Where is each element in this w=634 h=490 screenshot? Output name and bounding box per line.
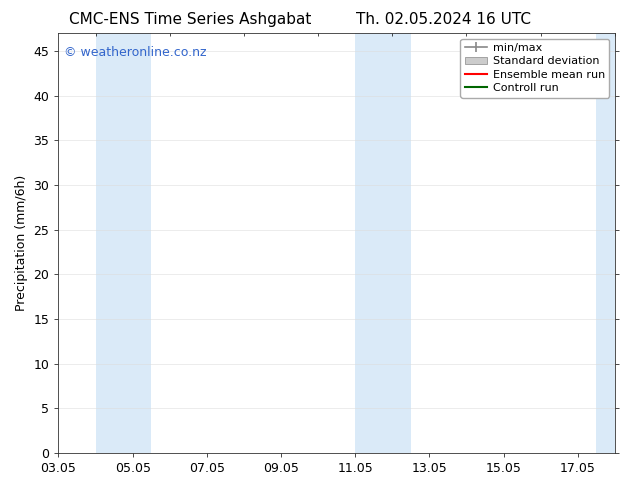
Text: © weatheronline.co.nz: © weatheronline.co.nz [64,46,207,59]
Text: Th. 02.05.2024 16 UTC: Th. 02.05.2024 16 UTC [356,12,531,27]
Y-axis label: Precipitation (mm/6h): Precipitation (mm/6h) [15,175,28,311]
Legend: min/max, Standard deviation, Ensemble mean run, Controll run: min/max, Standard deviation, Ensemble me… [460,39,609,98]
Bar [96,33,151,453]
Bar [597,33,615,453]
Bar [355,33,411,453]
Text: CMC-ENS Time Series Ashgabat: CMC-ENS Time Series Ashgabat [69,12,311,27]
